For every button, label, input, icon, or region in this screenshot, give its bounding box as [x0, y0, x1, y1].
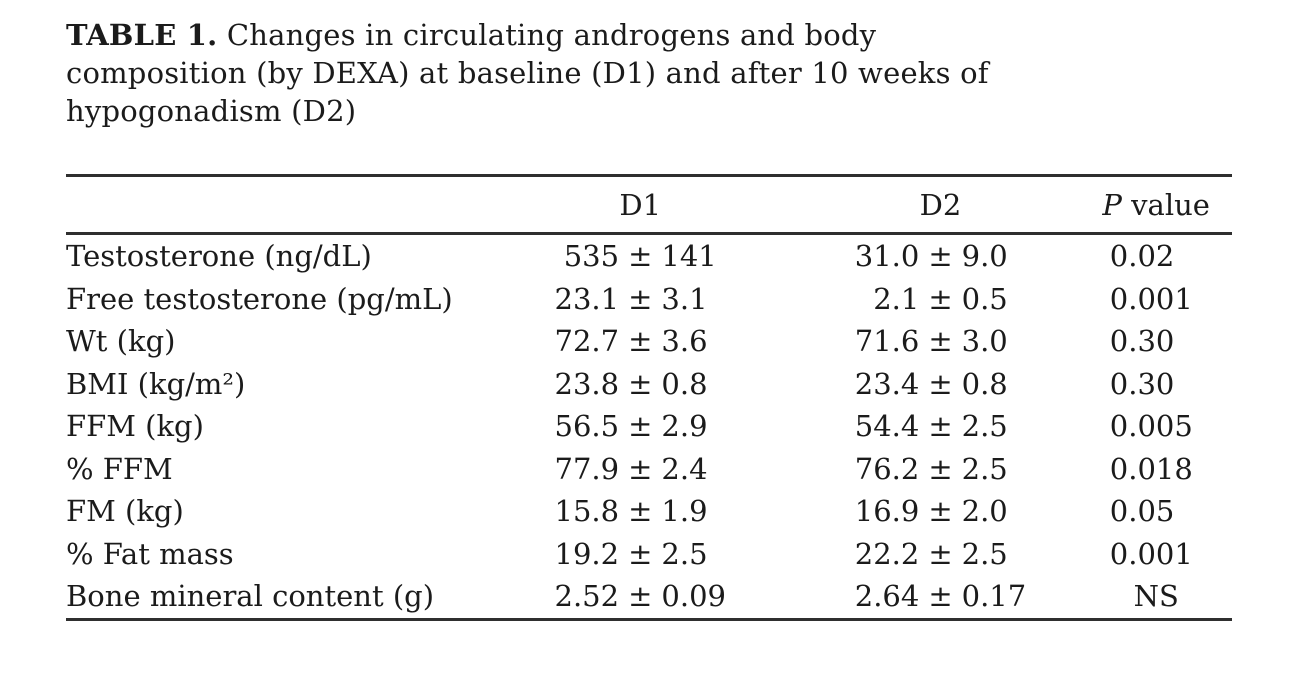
p-value-cell: 0.30	[1109, 324, 1175, 359]
d1-value-cell: 56.5 ±2.9	[554, 409, 708, 444]
data-table: D1 D2 P value Testosterone (ng/dL) 535 ±14…	[66, 174, 1232, 621]
d2-value-cell: 54.4 ±2.5	[854, 409, 1008, 444]
p-value-cell: 0.30	[1109, 366, 1175, 401]
table-caption-line2: composition (by DEXA) at baseline (D1) a…	[66, 56, 989, 90]
plus-minus-sign: ±	[928, 409, 953, 444]
plus-minus-sign: ±	[928, 324, 953, 359]
plus-minus-sign: ±	[928, 239, 953, 274]
d1-value-cell: 23.1 ±3.1	[554, 281, 708, 316]
pvalue-header-rest: value	[1131, 187, 1210, 222]
d2-value-cell: 2.64 ±0.17	[854, 579, 1027, 614]
d2-value-cell: 16.9 ±2.0	[854, 494, 1008, 529]
table-row: % Fat mass 19.2 ±2.5 22.2 ±2.5 0.001	[66, 533, 1232, 576]
pvalue-header-italic-p: P	[1102, 187, 1122, 222]
row-label: Free testosterone (pg/mL)	[66, 281, 453, 316]
plus-minus-sign: ±	[628, 324, 653, 359]
plus-minus-sign: ±	[628, 579, 653, 614]
d2-value-cell: 31.0 ±9.0	[854, 239, 1008, 274]
row-label: Wt (kg)	[66, 324, 176, 359]
table-row: FM (kg) 15.8 ±1.9 16.9 ±2.0 0.05	[66, 490, 1232, 533]
table-row: % FFM 77.9 ±2.4 76.2 ±2.5 0.018	[66, 448, 1232, 491]
d1-value-cell: 2.52 ±0.09	[554, 579, 726, 614]
d1-value-cell: 77.9 ±2.4	[554, 451, 708, 486]
plus-minus-sign: ±	[928, 451, 953, 486]
row-label: Bone mineral content (g)	[66, 579, 435, 614]
plus-minus-sign: ±	[628, 239, 653, 274]
plus-minus-sign: ±	[628, 494, 653, 529]
table-row: Testosterone (ng/dL) 535 ±141 31.0 ±9.0 0.02	[66, 234, 1232, 278]
p-value-cell: 0.02	[1109, 239, 1175, 274]
table-caption-line3: hypogonadism (D2)	[66, 94, 357, 128]
plus-minus-sign: ±	[628, 409, 653, 444]
row-label: FFM (kg)	[66, 409, 204, 444]
d2-value-cell: 71.6 ±3.0	[854, 324, 1008, 359]
plus-minus-sign: ±	[628, 281, 653, 316]
table-body: Testosterone (ng/dL) 535 ±141 31.0 ±9.0 0.02 F…	[66, 234, 1232, 620]
table-caption-line1: Changes in circulating androgens and bod…	[226, 18, 877, 52]
table-figure: TABLE 1. Changes in circulating androgen…	[66, 16, 1232, 621]
column-header-pvalue: P value	[1080, 176, 1232, 234]
row-label: FM (kg)	[66, 494, 184, 529]
p-value-cell: 0.018	[1109, 451, 1193, 486]
row-label: Testosterone (ng/dL)	[66, 239, 372, 274]
d1-value-cell: 535 ±141	[563, 239, 717, 274]
p-value-cell: 0.05	[1109, 494, 1175, 529]
column-header-d2: D2	[919, 187, 962, 222]
plus-minus-sign: ±	[928, 281, 953, 316]
table-caption-number: TABLE 1.	[66, 18, 218, 52]
p-value-cell: 0.001	[1109, 536, 1193, 571]
plus-minus-sign: ±	[928, 579, 953, 614]
table-row: BMI (kg/m²) 23.8 ±0.8 23.4 ±0.8 0.30	[66, 363, 1232, 406]
plus-minus-sign: ±	[628, 366, 653, 401]
d2-value-cell: 22.2 ±2.5	[854, 536, 1008, 571]
column-header-d1: D1	[619, 187, 662, 222]
d2-value-cell: 76.2 ±2.5	[854, 451, 1008, 486]
d1-value-cell: 19.2 ±2.5	[554, 536, 708, 571]
table-row: Bone mineral content (g) 2.52 ±0.09 2.64 ±0.…	[66, 575, 1232, 619]
table-row: FFM (kg) 56.5 ±2.9 54.4 ±2.5 0.005	[66, 405, 1232, 448]
p-value-cell: NS	[1133, 579, 1179, 614]
d2-value-cell: 2.1 ±0.5	[873, 281, 1008, 316]
plus-minus-sign: ±	[628, 451, 653, 486]
row-label: BMI (kg/m²)	[66, 366, 246, 401]
p-value-cell: 0.005	[1109, 409, 1193, 444]
d1-value-cell: 72.7 ±3.6	[554, 324, 708, 359]
plus-minus-sign: ±	[628, 536, 653, 571]
p-value-cell: 0.001	[1109, 281, 1193, 316]
plus-minus-sign: ±	[928, 494, 953, 529]
d1-value-cell: 23.8 ±0.8	[554, 366, 708, 401]
table-row: Wt (kg) 72.7 ±3.6 71.6 ±3.0 0.30	[66, 320, 1232, 363]
column-header-rowlabel	[66, 176, 480, 234]
table-row: Free testosterone (pg/mL) 23.1 ±3.1 2.1 ±0.5…	[66, 278, 1232, 321]
d2-value-cell: 23.4 ±0.8	[854, 366, 1008, 401]
row-label: % Fat mass	[66, 536, 234, 571]
plus-minus-sign: ±	[928, 366, 953, 401]
header-row: D1 D2 P value	[66, 176, 1232, 234]
plus-minus-sign: ±	[928, 536, 953, 571]
table-caption: TABLE 1. Changes in circulating androgen…	[66, 16, 1232, 130]
d1-value-cell: 15.8 ±1.9	[554, 494, 708, 529]
row-label: % FFM	[66, 451, 173, 486]
